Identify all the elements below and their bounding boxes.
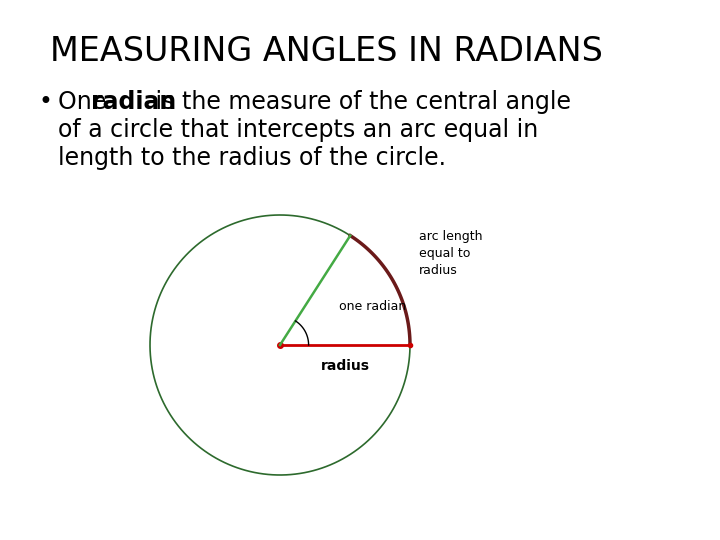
Text: length to the radius of the circle.: length to the radius of the circle. bbox=[58, 146, 446, 170]
Text: one radian: one radian bbox=[339, 300, 406, 313]
Text: radian: radian bbox=[91, 90, 176, 114]
Text: is the measure of the central angle: is the measure of the central angle bbox=[148, 90, 571, 114]
Text: One: One bbox=[58, 90, 114, 114]
Text: of a circle that intercepts an arc equal in: of a circle that intercepts an arc equal… bbox=[58, 118, 539, 142]
Text: •: • bbox=[38, 90, 52, 114]
Text: arc length
equal to
radius: arc length equal to radius bbox=[419, 231, 482, 278]
Text: radius: radius bbox=[320, 359, 369, 373]
Text: MEASURING ANGLES IN RADIANS: MEASURING ANGLES IN RADIANS bbox=[50, 35, 603, 68]
